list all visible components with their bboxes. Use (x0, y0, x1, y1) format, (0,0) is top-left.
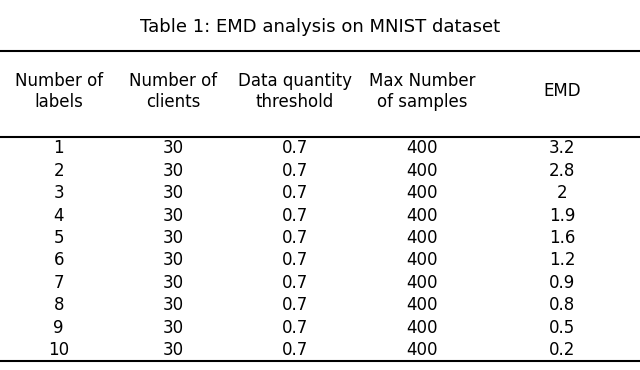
Text: 8: 8 (54, 296, 64, 314)
Text: 1.9: 1.9 (549, 207, 575, 225)
Text: 2: 2 (53, 162, 64, 180)
Text: 3: 3 (53, 184, 64, 202)
Text: 1: 1 (53, 139, 64, 158)
Text: 400: 400 (406, 274, 438, 292)
Text: 30: 30 (163, 139, 184, 158)
Text: 0.7: 0.7 (282, 184, 308, 202)
Text: 30: 30 (163, 274, 184, 292)
Text: 400: 400 (406, 207, 438, 225)
Text: 9: 9 (54, 319, 64, 337)
Text: 400: 400 (406, 184, 438, 202)
Text: 400: 400 (406, 341, 438, 359)
Text: 0.7: 0.7 (282, 319, 308, 337)
Text: 4: 4 (54, 207, 64, 225)
Text: 0.7: 0.7 (282, 296, 308, 314)
Text: 0.7: 0.7 (282, 341, 308, 359)
Text: 400: 400 (406, 319, 438, 337)
Text: 400: 400 (406, 296, 438, 314)
Text: 10: 10 (48, 341, 69, 359)
Text: 0.7: 0.7 (282, 207, 308, 225)
Text: 0.7: 0.7 (282, 252, 308, 269)
Text: Table 1: EMD analysis on MNIST dataset: Table 1: EMD analysis on MNIST dataset (140, 18, 500, 36)
Text: 0.2: 0.2 (549, 341, 575, 359)
Text: 6: 6 (54, 252, 64, 269)
Text: 1.6: 1.6 (549, 229, 575, 247)
Text: 400: 400 (406, 252, 438, 269)
Text: 30: 30 (163, 229, 184, 247)
Text: Number of
clients: Number of clients (129, 72, 218, 111)
Text: 0.7: 0.7 (282, 229, 308, 247)
Text: 0.7: 0.7 (282, 274, 308, 292)
Text: Data quantity
threshold: Data quantity threshold (237, 72, 351, 111)
Text: Number of
labels: Number of labels (15, 72, 103, 111)
Text: 5: 5 (54, 229, 64, 247)
Text: 30: 30 (163, 162, 184, 180)
Text: 0.7: 0.7 (282, 139, 308, 158)
Text: EMD: EMD (543, 83, 581, 100)
Text: 400: 400 (406, 162, 438, 180)
Text: 7: 7 (54, 274, 64, 292)
Text: 30: 30 (163, 341, 184, 359)
Text: Max Number
of samples: Max Number of samples (369, 72, 476, 111)
Text: 3.2: 3.2 (549, 139, 575, 158)
Text: 2: 2 (557, 184, 568, 202)
Text: 0.8: 0.8 (549, 296, 575, 314)
Text: 0.7: 0.7 (282, 162, 308, 180)
Text: 30: 30 (163, 319, 184, 337)
Text: 30: 30 (163, 296, 184, 314)
Text: 0.9: 0.9 (549, 274, 575, 292)
Text: 400: 400 (406, 139, 438, 158)
Text: 1.2: 1.2 (549, 252, 575, 269)
Text: 30: 30 (163, 207, 184, 225)
Text: 400: 400 (406, 229, 438, 247)
Text: 0.5: 0.5 (549, 319, 575, 337)
Text: 30: 30 (163, 252, 184, 269)
Text: 2.8: 2.8 (549, 162, 575, 180)
Text: 30: 30 (163, 184, 184, 202)
